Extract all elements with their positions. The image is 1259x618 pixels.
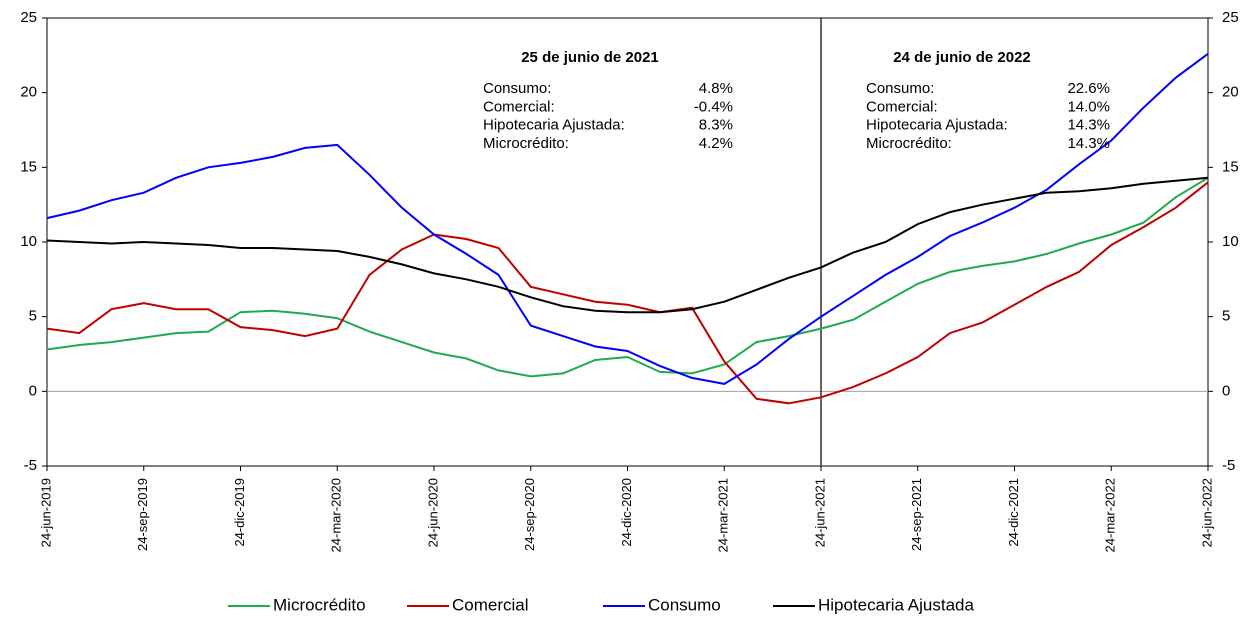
x-tick-label: 24-jun-2019 <box>38 478 53 547</box>
y-tick-label: 10 <box>20 233 37 250</box>
x-tick-label: 24-mar-2020 <box>329 478 344 552</box>
annotation-label: Comercial: <box>483 98 555 115</box>
y-tick-label: 15 <box>20 158 37 175</box>
y-tick-label: 0 <box>29 382 37 399</box>
series-line <box>46 52 1209 385</box>
annotation-label: Microcrédito: <box>866 135 952 152</box>
y-tick-label: 20 <box>20 84 37 101</box>
y2-tick-label: 5 <box>1222 308 1230 325</box>
x-tick-label: 24-jun-2022 <box>1199 478 1214 547</box>
y2-tick-label: -5 <box>1222 457 1235 474</box>
annotation-value: 22.6% <box>1067 80 1110 97</box>
y2-tick-label: 0 <box>1222 382 1230 399</box>
x-tick-label: 24-dic-2019 <box>232 478 247 547</box>
x-tick-label: 24-mar-2022 <box>1103 478 1118 552</box>
annotation-label: Microcrédito: <box>483 135 569 152</box>
y-tick-label: -5 <box>24 457 37 474</box>
series-line <box>46 181 1209 405</box>
annotation-label: Consumo: <box>483 80 551 97</box>
y2-tick-label: 20 <box>1222 84 1239 101</box>
y2-tick-label: 25 <box>1222 9 1239 26</box>
annotation-label: Consumo: <box>866 80 934 97</box>
y-tick-label: 25 <box>20 9 37 26</box>
legend-label: Hipotecaria Ajustada <box>818 595 974 614</box>
legend-label: Microcrédito <box>273 595 366 614</box>
x-tick-label: 24-sep-2020 <box>522 478 537 551</box>
x-tick-label: 24-jun-2020 <box>425 478 440 547</box>
x-tick-label: 24-sep-2019 <box>135 478 150 551</box>
x-tick-label: 24-dic-2020 <box>619 478 634 547</box>
x-tick-label: 24-sep-2021 <box>909 478 924 551</box>
annotation-value: 14.0% <box>1067 98 1110 115</box>
annotation-value: -0.4% <box>694 98 733 115</box>
annotation-value: 14.3% <box>1067 117 1110 134</box>
annotation-value: 8.3% <box>699 117 733 134</box>
y2-tick-label: 15 <box>1222 158 1239 175</box>
series-line <box>46 176 1209 314</box>
y2-tick-label: 10 <box>1222 233 1239 250</box>
annotation-label: Hipotecaria Ajustada: <box>866 117 1008 134</box>
annotation-value: 4.8% <box>699 80 733 97</box>
x-tick-label: 24-mar-2021 <box>716 478 731 552</box>
legend-label: Comercial <box>452 595 529 614</box>
annotation-title: 24 de junio de 2022 <box>893 49 1031 66</box>
annotation-title: 25 de junio de 2021 <box>521 49 659 66</box>
legend-label: Consumo <box>648 595 721 614</box>
x-tick-label: 24-jun-2021 <box>812 478 827 547</box>
plot-frame <box>46 17 1209 467</box>
series-line <box>46 176 1209 378</box>
annotation-label: Hipotecaria Ajustada: <box>483 117 625 134</box>
annotation-value: 4.2% <box>699 135 733 152</box>
y-tick-label: 5 <box>29 308 37 325</box>
annotation-label: Comercial: <box>866 98 938 115</box>
x-tick-label: 24-dic-2021 <box>1006 478 1021 547</box>
annotation-value: 14.3% <box>1067 135 1110 152</box>
